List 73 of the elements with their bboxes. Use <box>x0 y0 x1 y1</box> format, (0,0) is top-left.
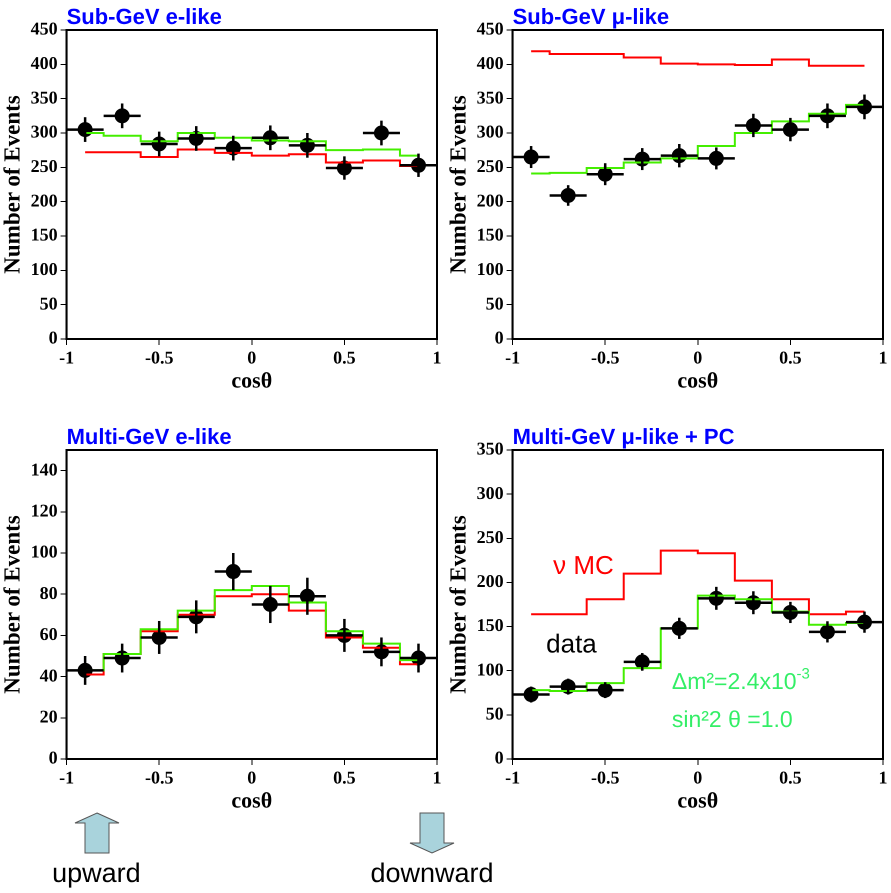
chart-title: Sub-GeV e-like <box>66 4 222 30</box>
y-tick-label: 150 <box>476 615 504 636</box>
y-tick-label: 120 <box>30 500 58 520</box>
x-tick-label: 1 <box>432 347 442 368</box>
y-axis-title: Number of Events <box>0 95 25 274</box>
y-tick-label: 40 <box>40 665 58 686</box>
x-tick-label: 0 <box>693 767 702 788</box>
y-tick-label: 300 <box>476 122 504 142</box>
y-tick-label: 100 <box>30 542 58 562</box>
y-tick-label: 250 <box>476 526 504 547</box>
x-tick-label: 0.5 <box>779 767 802 788</box>
x-tick-label: 0 <box>247 767 256 788</box>
text: downward <box>370 858 494 889</box>
x-axis-title: cosθ <box>231 367 272 392</box>
x-tick-label: -1 <box>505 347 520 368</box>
y-tick-label: 150 <box>30 224 58 245</box>
y-tick-label: 300 <box>30 122 58 142</box>
y-axis-title: Number of Events <box>446 95 471 274</box>
x-axis-title: cosθ <box>677 367 718 392</box>
x-tick-label: 1 <box>878 767 888 788</box>
y-tick-label: 50 <box>486 704 504 724</box>
x-tick-label: -1 <box>505 767 520 788</box>
y-tick-label: 0 <box>48 748 58 768</box>
series-label: ν MC <box>553 550 614 580</box>
x-tick-label: -1 <box>59 347 74 368</box>
chart-title: Multi-GeV e-like <box>66 424 232 450</box>
x-tick-label: -1 <box>59 767 74 788</box>
x-tick-label: 1 <box>878 347 888 368</box>
x-tick-label: 0.5 <box>333 767 356 788</box>
series-label: data <box>546 628 598 659</box>
y-tick-label: 200 <box>476 571 504 592</box>
y-tick-label: 50 <box>40 293 58 314</box>
y-tick-label: 350 <box>30 87 58 108</box>
y-tick-label: 200 <box>30 190 58 210</box>
y-tick-label: 350 <box>476 438 504 459</box>
y-tick-label: 450 <box>476 18 504 39</box>
y-tick-label: 0 <box>494 748 504 768</box>
x-tick-label: 1 <box>432 767 442 788</box>
x-tick-label: -0.5 <box>144 767 174 788</box>
y-tick-label: 0 <box>48 328 58 348</box>
y-tick-label: 20 <box>40 706 58 726</box>
y-tick-label: 250 <box>476 156 504 176</box>
chart-title: Multi-GeV μ-like + PC <box>512 424 735 450</box>
y-tick-label: 100 <box>30 258 58 279</box>
y-axis-title: Number of Events <box>0 515 25 694</box>
y-axis-title: Number of Events <box>446 515 471 694</box>
y-tick-label: 150 <box>476 224 504 245</box>
x-tick-label: 0 <box>693 347 702 368</box>
y-tick-label: 400 <box>476 52 504 73</box>
x-tick-label: 0.5 <box>779 347 802 368</box>
y-tick-label: 100 <box>476 659 504 680</box>
y-tick-label: 50 <box>486 293 504 314</box>
annotation: sin²2 θ =1.0 <box>672 706 793 732</box>
x-tick-label: -0.5 <box>590 767 620 788</box>
y-tick-label: 400 <box>30 52 58 73</box>
x-axis-title: cosθ <box>677 787 718 812</box>
y-tick-label: 0 <box>494 328 504 348</box>
text: upward <box>52 858 141 889</box>
y-tick-label: 250 <box>30 156 58 176</box>
y-tick-label: 200 <box>476 190 504 210</box>
x-tick-label: -0.5 <box>144 347 174 368</box>
chart-title: Sub-GeV μ-like <box>512 4 670 30</box>
y-tick-label: 300 <box>476 482 504 503</box>
x-axis-title: cosθ <box>231 787 272 812</box>
y-tick-label: 140 <box>30 459 58 480</box>
x-tick-label: 0 <box>247 347 256 368</box>
y-tick-label: 60 <box>40 624 58 644</box>
x-tick-label: -0.5 <box>590 347 620 368</box>
y-tick-label: 80 <box>40 582 58 603</box>
y-tick-label: 450 <box>30 18 58 39</box>
x-tick-label: 0.5 <box>333 347 356 368</box>
y-tick-label: 350 <box>476 87 504 108</box>
y-tick-label: 100 <box>476 258 504 279</box>
